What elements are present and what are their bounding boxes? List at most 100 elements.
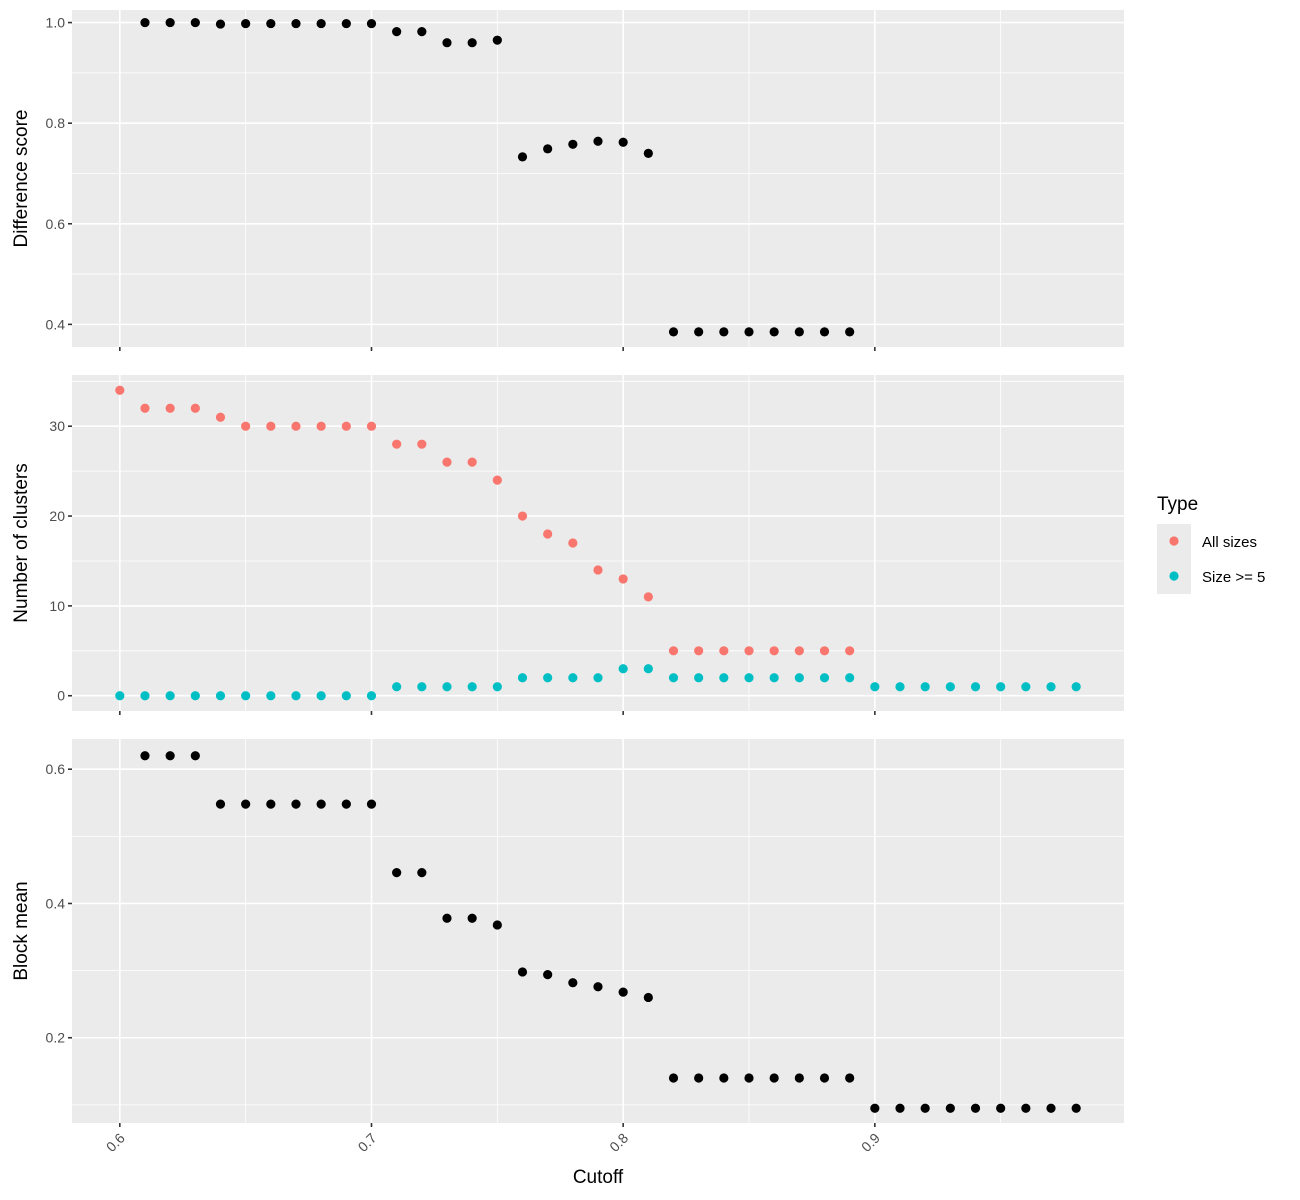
data-point (165, 691, 175, 701)
y-tick-label: 0.2 (46, 1030, 66, 1046)
data-point (744, 646, 754, 656)
data-point (190, 403, 200, 413)
x-tick-label: 0.9 (858, 1130, 883, 1155)
data-point (643, 148, 653, 158)
data-point (215, 412, 226, 422)
data-point (845, 673, 855, 683)
series-clusters-0 (115, 385, 855, 656)
data-point (618, 574, 628, 584)
data-point (643, 992, 653, 1003)
data-point (366, 421, 377, 431)
data-point (845, 1073, 855, 1083)
data-point (694, 646, 704, 656)
data-point (417, 867, 427, 878)
data-point (392, 27, 402, 37)
panel-clusters: 0 10 20 30 Number of clusters (11, 375, 1124, 715)
data-point (769, 327, 779, 337)
data-point (417, 27, 427, 37)
series-block-0 (140, 751, 1081, 1113)
data-point (870, 1103, 880, 1113)
data-point (970, 1103, 981, 1113)
data-point (970, 682, 981, 692)
data-point (467, 682, 477, 692)
data-point (517, 152, 528, 162)
data-point (140, 403, 150, 413)
data-point (190, 751, 200, 761)
data-point (215, 799, 226, 809)
series-clusters-1 (115, 664, 1081, 701)
data-point (341, 421, 351, 431)
data-point (316, 799, 326, 809)
data-point (492, 682, 502, 692)
data-point (467, 913, 477, 923)
data-point (945, 682, 955, 692)
data-point (392, 682, 402, 692)
data-point (165, 403, 175, 413)
data-point (517, 967, 528, 977)
panel-background (72, 375, 1124, 711)
data-point (618, 987, 628, 997)
data-point (115, 691, 125, 701)
data-point (643, 664, 653, 674)
data-point (291, 421, 301, 431)
x-axis-title: Cutoff (573, 1167, 624, 1188)
data-point (819, 1073, 830, 1083)
legend: Type All sizes Size >= 5 (1157, 494, 1265, 594)
data-point (366, 799, 377, 809)
y-tick-label: 0.6 (46, 216, 66, 232)
data-point (819, 673, 830, 683)
data-point (694, 673, 704, 683)
legend-label-size-5: Size >= 5 (1202, 569, 1265, 586)
y-tick-label: 0.4 (46, 895, 66, 911)
data-point (895, 682, 905, 692)
data-point (517, 673, 528, 683)
data-point (719, 1073, 729, 1083)
data-point (593, 136, 603, 146)
data-point (442, 38, 452, 48)
data-point (618, 137, 628, 147)
data-point (417, 439, 427, 449)
data-point (543, 970, 553, 980)
data-point (442, 913, 452, 923)
data-point (920, 682, 930, 692)
data-point (819, 646, 830, 656)
legend-dot-all-sizes (1169, 536, 1179, 546)
legend-title: Type (1157, 494, 1198, 515)
data-point (668, 646, 679, 656)
data-point (266, 799, 276, 809)
legend-dot-size-5 (1169, 571, 1179, 581)
data-point (366, 18, 377, 29)
data-point (895, 1103, 905, 1113)
panel-background (72, 10, 1124, 347)
data-point (568, 139, 578, 149)
chart-panels: 0.4 0.6 0.8 1.0 Difference score 0 10 20 30 Numbe… (11, 10, 1124, 1155)
data-point (543, 144, 553, 154)
data-point (744, 1073, 754, 1083)
data-point (794, 327, 804, 337)
data-point (165, 17, 175, 28)
data-point (769, 1073, 779, 1083)
y-tick-label: 20 (49, 508, 65, 524)
data-point (568, 978, 578, 988)
data-point (794, 673, 804, 683)
x-tick-label: 0.6 (103, 1130, 128, 1155)
data-point (392, 439, 402, 449)
data-point (1046, 1103, 1056, 1113)
data-point (241, 691, 251, 701)
data-point (794, 646, 804, 656)
data-point (543, 673, 553, 683)
data-point (744, 673, 754, 683)
data-point (492, 475, 502, 485)
data-point (719, 327, 729, 337)
data-point (392, 867, 402, 878)
data-point (568, 673, 578, 683)
data-point (845, 327, 855, 337)
data-point (140, 751, 150, 761)
data-point (467, 457, 477, 467)
data-point (744, 327, 754, 337)
y-tick-label: 30 (49, 418, 65, 434)
data-point (668, 1073, 679, 1083)
data-point (140, 17, 150, 28)
data-point (845, 646, 855, 656)
y-tick-label: 0.8 (46, 115, 66, 131)
